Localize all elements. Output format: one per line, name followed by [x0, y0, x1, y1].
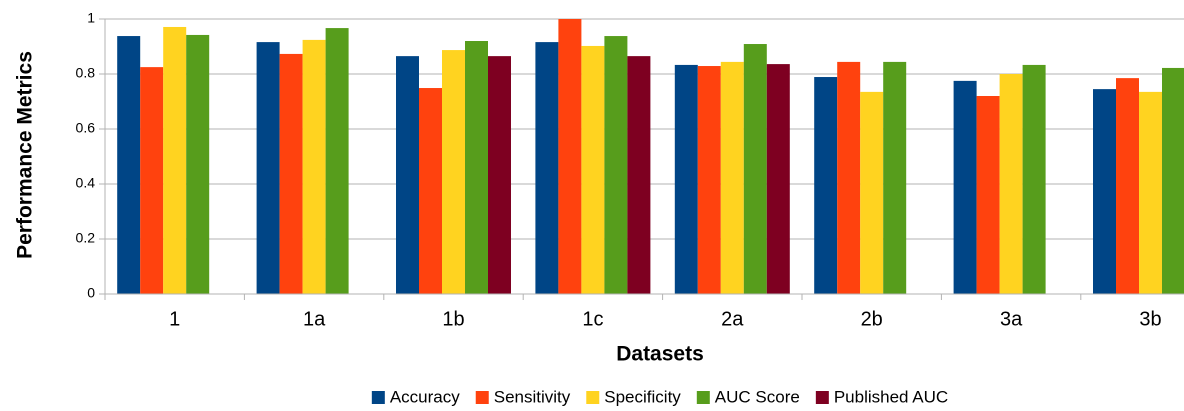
bar: [558, 19, 582, 294]
legend-label: Published AUC: [834, 387, 948, 406]
bar: [1139, 91, 1162, 294]
legend-label: AUC Score: [715, 387, 800, 406]
legend-swatch: [696, 391, 710, 404]
bar: [1116, 78, 1139, 294]
bar: [465, 41, 488, 294]
x-tick-label: 3a: [1000, 308, 1023, 330]
bar: [1162, 67, 1184, 294]
bar: [627, 56, 651, 294]
bar: [163, 26, 187, 294]
bar: [396, 56, 419, 294]
x-axis-title: Datasets: [616, 343, 704, 366]
bar: [674, 64, 698, 294]
bar: [535, 42, 559, 294]
bar: [1022, 64, 1046, 294]
y-tick-label: 0.6: [76, 120, 96, 136]
x-tick-label: 3b: [1139, 308, 1161, 330]
y-axis-title: Performance Metrics: [14, 51, 37, 259]
x-tick-label: 1: [169, 308, 180, 330]
legend-swatch: [815, 391, 829, 404]
bar: [1093, 89, 1116, 294]
bar: [837, 61, 861, 295]
bar: [953, 80, 977, 294]
legend-swatch: [586, 391, 600, 404]
legend-swatch: [371, 391, 385, 404]
bar: [883, 61, 907, 295]
legend-label: Sensitivity: [494, 387, 571, 406]
bar: [999, 74, 1023, 294]
bar: [581, 45, 605, 295]
legend-label: Specificity: [604, 387, 681, 406]
bar: [140, 67, 164, 294]
bar: [186, 34, 210, 294]
bar: [814, 77, 838, 295]
bar: [488, 56, 511, 294]
bar: [442, 50, 465, 295]
bar: [860, 91, 884, 294]
y-tick-label: 0: [87, 285, 95, 301]
y-tick-label: 0.4: [76, 175, 96, 191]
bar: [117, 36, 141, 295]
x-tick-label: 2a: [721, 308, 744, 330]
x-tick-label: 1c: [582, 308, 603, 330]
legend-swatch: [475, 391, 489, 404]
bar: [256, 42, 280, 294]
bar: [766, 64, 790, 294]
bar: [325, 28, 349, 294]
x-tick-label: 1b: [442, 308, 464, 330]
legend-label: Accuracy: [390, 387, 460, 406]
bar: [697, 66, 721, 295]
x-tick-label: 1a: [303, 308, 326, 330]
x-tick-label: 2b: [861, 308, 883, 330]
bar: [302, 39, 326, 295]
bar: [720, 61, 744, 295]
bar: [279, 53, 303, 294]
y-tick-label: 1: [87, 10, 95, 26]
y-tick-label: 0.8: [76, 65, 96, 81]
y-tick-label: 0.2: [76, 230, 96, 246]
bar: [419, 88, 442, 295]
bar: [604, 36, 628, 295]
bar: [743, 44, 767, 295]
legend: Accuracy Sensitivity Specificity AUC Score P…: [371, 387, 948, 406]
bar: [976, 96, 1000, 294]
